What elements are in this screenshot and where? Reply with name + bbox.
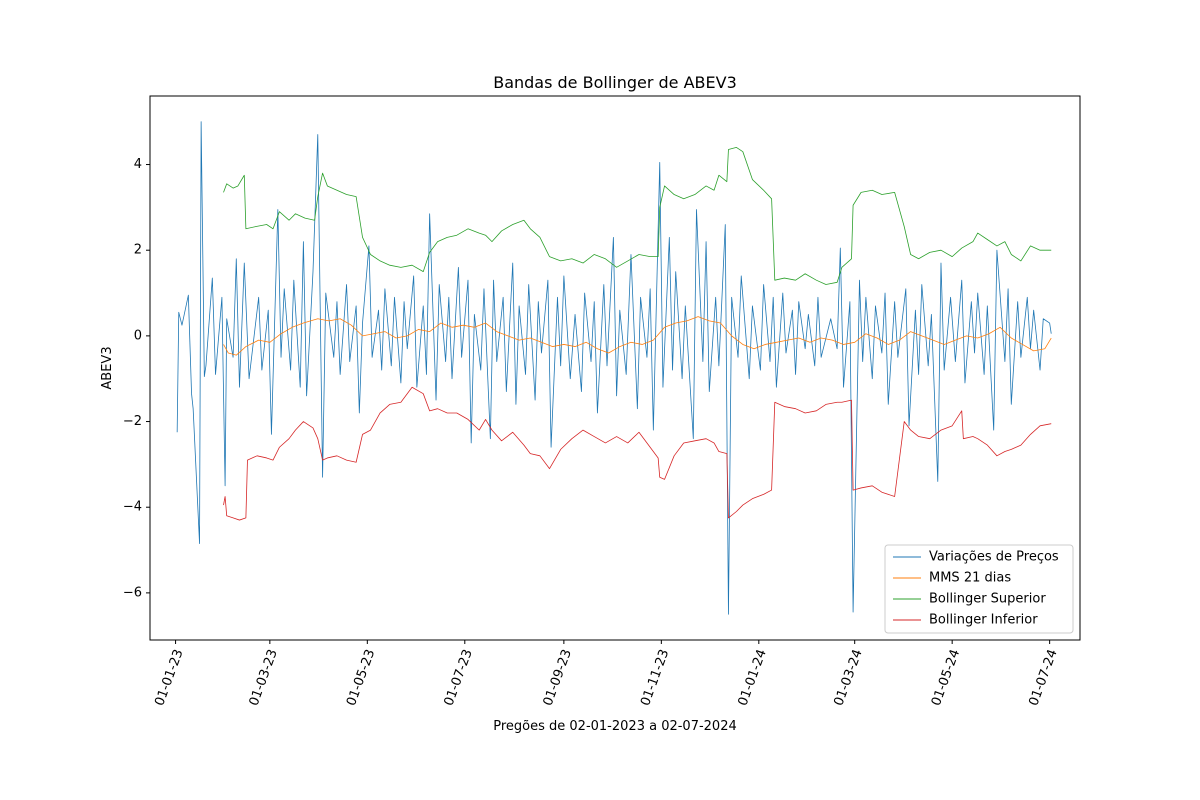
legend-label: Bollinger Superior <box>929 592 1046 607</box>
series-line-2 <box>223 316 1052 356</box>
series-layer <box>176 121 1052 615</box>
y-tick-label: −2 <box>123 414 142 429</box>
legend-label: Variações de Preços <box>929 550 1059 565</box>
legend: Variações de Preços MMS 21 dias Bollinger … <box>884 544 1074 634</box>
series-line-1 <box>176 121 1052 615</box>
y-tick-label: 4 <box>134 157 142 172</box>
plot-frame <box>149 95 1081 641</box>
chart-title: Bandas de Bollinger de ABEV3 <box>493 73 737 92</box>
y-tick-label: −4 <box>123 500 142 515</box>
y-axis: 4 2 0 −2 −4 −6 <box>123 157 150 600</box>
y-tick-label: 0 <box>134 328 142 343</box>
y-tick-label: −6 <box>123 585 142 600</box>
legend-label: MMS 21 dias <box>929 571 1011 586</box>
x-axis-title: Pregões de 02-01-2023 a 02-07-2024 <box>493 719 737 734</box>
series-line-3 <box>223 147 1052 285</box>
legend-box <box>884 544 1074 634</box>
series-line-4 <box>223 386 1052 521</box>
y-axis-title: ABEV3 <box>100 346 115 389</box>
y-tick-label: 2 <box>134 243 142 258</box>
legend-label: Bollinger Inferior <box>929 613 1038 628</box>
